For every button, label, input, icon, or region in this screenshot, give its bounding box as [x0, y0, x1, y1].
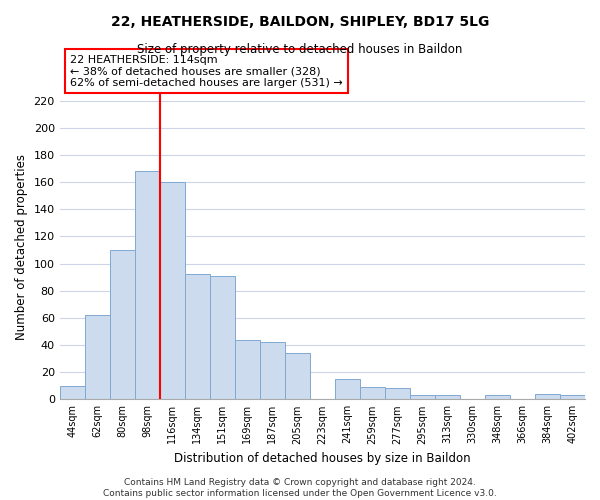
Text: 22 HEATHERSIDE: 114sqm
← 38% of detached houses are smaller (328)
62% of semi-de: 22 HEATHERSIDE: 114sqm ← 38% of detached…: [70, 54, 343, 88]
Bar: [85, 315, 110, 400]
Text: 22, HEATHERSIDE, BAILDON, SHIPLEY, BD17 5LG: 22, HEATHERSIDE, BAILDON, SHIPLEY, BD17 …: [111, 15, 489, 29]
Bar: [335, 379, 360, 400]
Text: Contains HM Land Registry data © Crown copyright and database right 2024.
Contai: Contains HM Land Registry data © Crown c…: [103, 478, 497, 498]
Bar: [135, 172, 160, 400]
Bar: [185, 274, 210, 400]
Bar: [110, 250, 135, 400]
Bar: [360, 387, 385, 400]
Bar: [385, 388, 410, 400]
Bar: [435, 395, 460, 400]
X-axis label: Distribution of detached houses by size in Baildon: Distribution of detached houses by size …: [174, 452, 470, 465]
Bar: [59, 386, 85, 400]
Bar: [260, 342, 285, 400]
Text: Size of property relative to detached houses in Baildon: Size of property relative to detached ho…: [137, 42, 463, 56]
Bar: [285, 353, 310, 400]
Bar: [410, 395, 435, 400]
Y-axis label: Number of detached properties: Number of detached properties: [15, 154, 28, 340]
Bar: [485, 395, 510, 400]
Bar: [235, 340, 260, 400]
Bar: [160, 182, 185, 400]
Bar: [210, 276, 235, 400]
Bar: [535, 394, 560, 400]
Bar: [560, 395, 585, 400]
